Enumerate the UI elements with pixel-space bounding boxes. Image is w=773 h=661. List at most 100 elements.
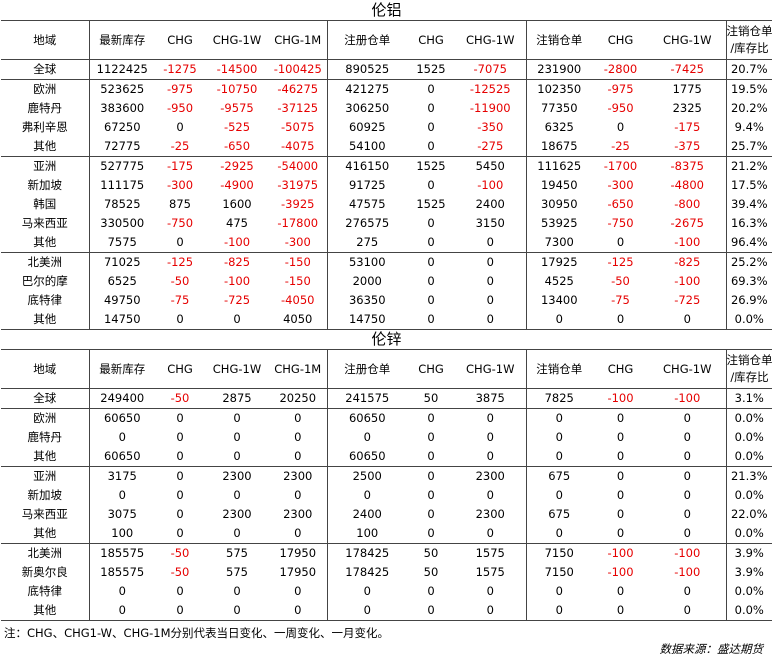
cell-value: 4525 <box>525 272 592 291</box>
cell-value: 91725 <box>326 176 407 195</box>
cell-value: 54100 <box>326 137 407 157</box>
cell-value: 0 <box>294 584 302 598</box>
table-row: 其他 0 0 0 0 0 0 0 0 0 0 0.0% <box>1 601 773 621</box>
cell-value: 21.3% <box>725 466 773 486</box>
cell-value: 49750 <box>88 291 155 310</box>
cell-value: 14750 <box>88 310 155 330</box>
cell-value: 2500 <box>326 466 407 486</box>
cell-value: 0 <box>616 507 625 521</box>
column-header: CHG <box>155 349 205 389</box>
region-label: 北美洲 <box>1 252 89 272</box>
cell-value: 475 <box>226 216 248 230</box>
cell-value: 1525 <box>416 62 446 76</box>
cell-value: 0 <box>407 601 455 621</box>
cell-value: -75 <box>611 293 630 307</box>
cell-value: 17950 <box>279 565 317 579</box>
cell-value: 47575 <box>326 195 407 214</box>
cell-value: 0 <box>616 235 625 249</box>
region-label: 亚洲 <box>1 156 89 176</box>
section-title: 伦铝 <box>371 1 402 19</box>
cell-value: -100 <box>674 565 701 579</box>
cell-value: 0.0% <box>725 408 773 428</box>
cell-value: 0 <box>176 235 184 249</box>
cell-value: -25 <box>611 139 630 153</box>
cell-value: 100 <box>326 524 407 544</box>
table-row: 弗利辛恩 67250 0 -525 -5075 60925 0 -350 6325 0 -175 9.… <box>1 118 773 137</box>
cell-value: 2300 <box>475 507 505 521</box>
cell-value: 0 <box>233 449 241 463</box>
table-row: 其他 60650 0 0 0 60650 0 0 0 0 0 0.0% <box>1 447 773 467</box>
cell-value: 3150 <box>475 216 505 230</box>
cell-value: 1575 <box>455 543 526 563</box>
table-row: 亚洲 3175 0 2300 2300 2500 0 2300 675 0 0 21.3% <box>1 466 773 486</box>
cell-value: 2300 <box>269 466 327 486</box>
table-row: 底特律 49750 -75 -725 -4050 36350 0 0 13400 -75 -725 2… <box>1 291 773 310</box>
table-row: 其他 14750 0 0 4050 14750 0 0 0 0 0 0.0% <box>1 310 773 330</box>
cell-value: 20250 <box>279 391 317 405</box>
cell-value: 36350 <box>326 291 407 310</box>
cell-value: 25.7% <box>725 137 773 157</box>
cell-value: 0 <box>205 310 269 330</box>
table-row: 鹿特丹 0 0 0 0 0 0 0 0 0 0 0.0% <box>1 428 773 447</box>
column-header: CHG <box>407 20 455 60</box>
region-label: 韩国 <box>33 197 57 211</box>
cell-value: -50 <box>611 274 630 288</box>
region-label: 其他 <box>33 235 57 249</box>
cell-value: 0 <box>592 408 649 428</box>
cell-value: 421275 <box>326 79 407 99</box>
cell-value: 67250 <box>88 118 155 137</box>
cell-value: -8375 <box>649 156 726 176</box>
cell-value: -2800 <box>603 62 638 76</box>
region-label: 其他 <box>1 310 89 330</box>
cell-value: 60650 <box>88 408 155 428</box>
cell-value: 0.0% <box>725 524 773 544</box>
cell-value: -100 <box>674 391 701 405</box>
cell-value: -950 <box>166 101 194 115</box>
column-header: 注销仓单 <box>525 20 592 60</box>
cell-value: -800 <box>674 197 701 211</box>
cell-value: 0.0% <box>725 486 773 505</box>
cell-value: 0 <box>233 488 241 502</box>
cell-value: 39.4% <box>725 195 773 214</box>
cell-value: 0 <box>269 601 327 621</box>
cell-value: 0 <box>683 449 691 463</box>
cell-value: 0.0% <box>725 310 773 330</box>
cell-value: 77350 <box>525 99 592 118</box>
cell-value: 0 <box>525 524 592 544</box>
cell-value: 0 <box>455 408 526 428</box>
cell-value: 0 <box>486 274 494 288</box>
cell-value: 0 <box>155 310 205 330</box>
region-label: 底特律 <box>27 584 63 598</box>
cell-value: -125 <box>592 252 649 272</box>
cell-value: 7150 <box>525 543 592 563</box>
cell-value: 0 <box>455 310 526 330</box>
cell-value: 0 <box>427 274 435 288</box>
region-label: 巴尔的摩 <box>21 274 68 288</box>
cell-value: -14500 <box>216 62 258 76</box>
cell-value: -975 <box>155 79 205 99</box>
cell-value: 0 <box>294 526 302 540</box>
cell-value: 575 <box>205 543 269 563</box>
cell-value: 50 <box>423 391 439 405</box>
cell-value: 26.9% <box>725 291 773 310</box>
cell-value: -50 <box>170 565 190 579</box>
table-row: 巴尔的摩 6525 -50 -100 -150 2000 0 0 4525 -50 -100 69.3… <box>1 272 773 291</box>
cell-value: 60925 <box>326 118 407 137</box>
table-row: 新加坡 0 0 0 0 0 0 0 0 0 0 0.0% <box>1 486 773 505</box>
cell-value: 0 <box>616 449 625 463</box>
cell-value: 185575 <box>88 543 155 563</box>
cell-value: 20.2% <box>725 99 773 118</box>
data-source: 数据来源：盛达期货 <box>659 642 764 656</box>
cell-value: 4050 <box>269 310 327 330</box>
cell-value: -125 <box>155 252 205 272</box>
cell-value: 53925 <box>525 214 592 233</box>
cell-value: 0 <box>525 601 592 621</box>
cell-value: 0 <box>427 139 435 153</box>
cell-value: 0 <box>233 584 241 598</box>
cell-value: 1775 <box>649 79 726 99</box>
cell-value: 0 <box>525 447 592 467</box>
footnote: 注：CHG、CHG1-W、CHG-1M分别代表当日变化、一周变化、一月变化。 <box>4 626 390 640</box>
cell-value: 5450 <box>455 156 526 176</box>
cell-value: 0 <box>616 430 625 444</box>
cell-value: -725 <box>223 293 251 307</box>
